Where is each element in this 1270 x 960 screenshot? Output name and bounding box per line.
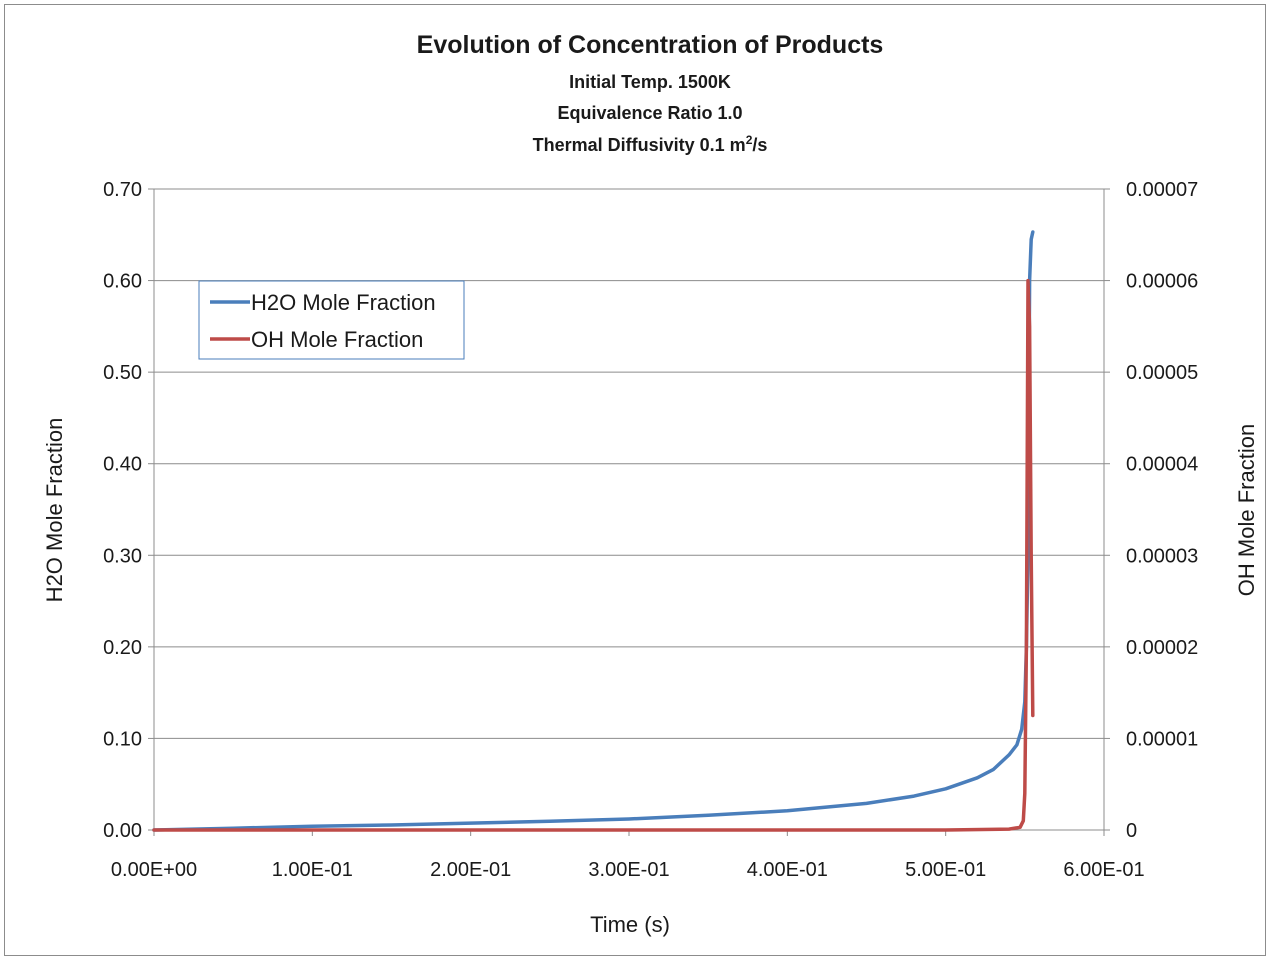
y-left-tick-label: 0.20 — [103, 637, 142, 659]
chart-title: Evolution of Concentration of Products — [417, 31, 884, 59]
x-tick-label: 3.00E-01 — [588, 859, 669, 881]
y-right-tick-label: 0.00005 — [1126, 362, 1198, 384]
legend-label-h2o: H2O Mole Fraction — [251, 290, 436, 315]
legend-label-oh: OH Mole Fraction — [251, 327, 423, 352]
y-left-tick-label: 0.00 — [103, 820, 142, 842]
diffusivity-prefix: Thermal Diffusivity 0.1 m — [533, 135, 746, 155]
chart-subtitle-temp: Initial Temp. 1500K — [569, 72, 731, 92]
chart-frame — [4, 4, 1266, 956]
x-axis-title: Time (s) — [590, 912, 670, 937]
y-right-tick-label: 0.00007 — [1126, 179, 1198, 201]
y-right-tick-label: 0 — [1126, 820, 1137, 842]
y-left-tick-label: 0.50 — [103, 362, 142, 384]
chart-subtitle-ratio: Equivalence Ratio 1.0 — [557, 103, 742, 123]
legend-box — [198, 280, 465, 360]
chart-subtitle-diffusivity: Thermal Diffusivity 0.1 m2/s — [533, 133, 768, 155]
diffusivity-suffix: /s — [752, 135, 767, 155]
y-left-tick-label: 0.60 — [103, 271, 142, 293]
x-tick-label: 0.00E+00 — [111, 859, 197, 881]
gridlines — [154, 188, 1104, 739]
y-axis-right-title: OH Mole Fraction — [1234, 424, 1259, 596]
x-tick-label: 6.00E-01 — [1063, 859, 1144, 881]
x-tick-label: 1.00E-01 — [272, 859, 353, 881]
x-tick-label: 2.00E-01 — [430, 859, 511, 881]
diffusivity-superscript: 2 — [746, 133, 753, 147]
y-right-tick-label: 0.00002 — [1126, 637, 1198, 659]
y-right-tick-label: 0.00004 — [1126, 454, 1198, 476]
y-right-tick-label: 0.00006 — [1126, 271, 1198, 293]
y-left-tick-label: 0.70 — [103, 179, 142, 201]
y-right-tick-label: 0.00003 — [1126, 545, 1198, 567]
y-left-tick-label: 0.40 — [103, 454, 142, 476]
legend: H2O Mole Fraction OH Mole Fraction — [198, 280, 465, 360]
series-lines — [152, 230, 1035, 832]
tick-labels: 0.00 0.10 0.20 0.30 0.40 0.50 0.60 0.70 0 0.00001… — [103, 179, 1198, 881]
x-tick-label: 4.00E-01 — [747, 859, 828, 881]
y-right-tick-label: 0.00001 — [1126, 728, 1198, 750]
series-line-oh — [152, 278, 1035, 832]
y-left-tick-label: 0.10 — [103, 728, 142, 750]
y-axis-left-title: H2O Mole Fraction — [42, 418, 67, 603]
x-tick-label: 5.00E-01 — [905, 859, 986, 881]
y-left-tick-label: 0.30 — [103, 545, 142, 567]
